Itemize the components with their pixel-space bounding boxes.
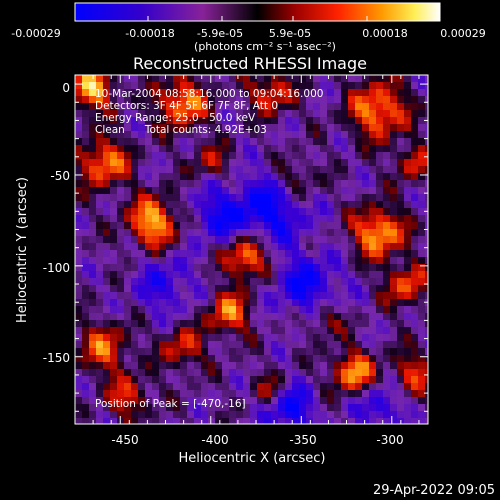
annotation-energy: Energy Range: 25.0 - 50.0 keV <box>95 112 256 124</box>
plot-title: Reconstructed RHESSI Image <box>133 54 367 73</box>
colorbar-tick-label-1: -0.00018 <box>125 27 174 40</box>
colorbar-tick-label-4: 0.00018 <box>362 27 408 40</box>
y-tick-label-0: 0 <box>62 81 70 95</box>
y-tick-label-3: -150 <box>43 351 70 365</box>
y-tick-label-1: -50 <box>50 169 70 183</box>
annotation-time-range: 10-Mar-2004 08:58:16.000 to 09:04:16.000 <box>95 88 323 100</box>
x-axis-label: Heliocentric X (arcsec) <box>179 451 326 466</box>
x-tick-label-0: -450 <box>111 433 138 447</box>
colorbar-tick-label-3: 5.9e-05 <box>269 27 311 40</box>
colorbar <box>74 2 441 22</box>
x-tick-label-2: -350 <box>289 433 316 447</box>
y-tick-label-2: -100 <box>43 261 70 275</box>
colorbar-unit-label: (photons cm⁻² s⁻¹ asec⁻²) <box>194 40 336 53</box>
colorbar-tick-label-0: -0.00029 <box>11 27 60 40</box>
timestamp: 29-Apr-2022 09:05 <box>373 483 495 498</box>
y-axis-label: Heliocentric Y (arcsec) <box>15 177 30 323</box>
colorbar-ticks <box>74 16 441 21</box>
annotation-peak: Position of Peak = [-470,-16] <box>95 398 246 410</box>
x-tick-label-3: -300 <box>376 433 403 447</box>
x-tick-label-1: -400 <box>201 433 228 447</box>
axis-ticks <box>74 75 428 424</box>
plot-frame <box>74 74 429 425</box>
colorbar-tick-label-5: 0.00029 <box>440 27 486 40</box>
annotation-detectors: Detectors: 3F 4F 5F 6F 7F 8F, Att 0 <box>95 100 278 112</box>
annotation-clean: Clean Total counts: 4.92E+03 <box>95 124 267 136</box>
solar-image <box>75 75 428 424</box>
colorbar-tick-label-2: -5.9e-05 <box>197 27 243 40</box>
